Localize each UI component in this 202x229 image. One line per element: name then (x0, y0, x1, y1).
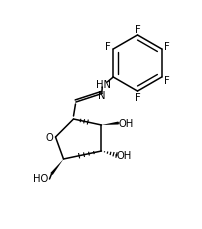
Polygon shape (50, 159, 63, 175)
Text: F: F (164, 76, 169, 86)
Text: HN: HN (95, 80, 110, 90)
Text: HO: HO (33, 173, 48, 183)
Text: OH: OH (116, 150, 132, 160)
Text: OH: OH (118, 118, 134, 128)
Text: F: F (134, 25, 140, 34)
Polygon shape (101, 122, 118, 125)
Text: F: F (104, 42, 110, 52)
Text: F: F (134, 93, 140, 103)
Text: O: O (45, 132, 53, 142)
Text: F: F (164, 42, 169, 52)
Text: N: N (97, 91, 104, 101)
